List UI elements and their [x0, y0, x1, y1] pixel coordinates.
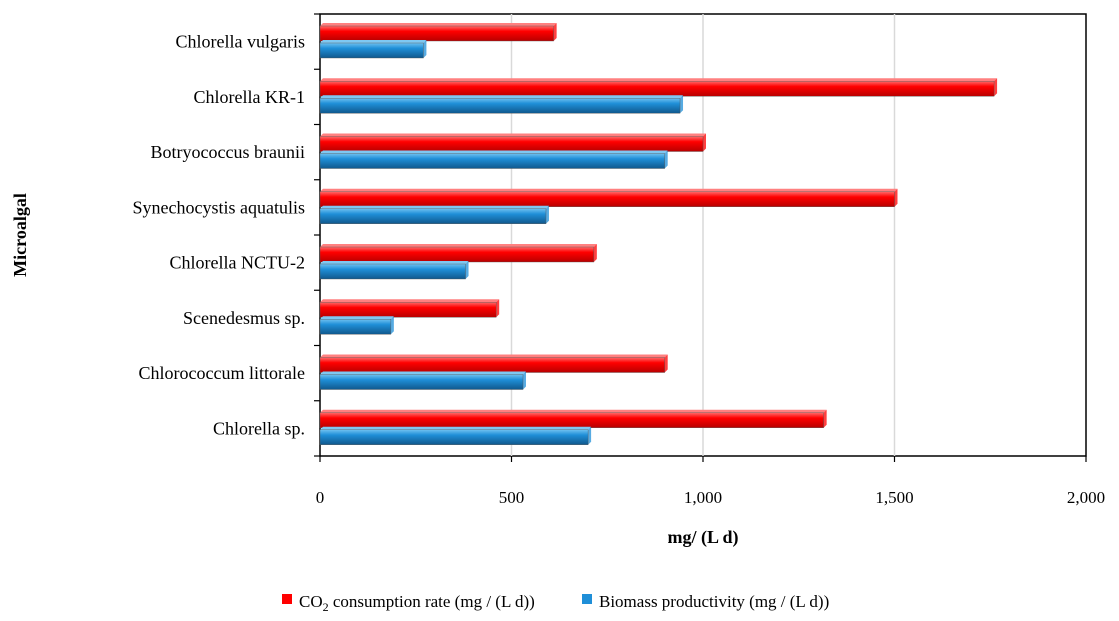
y-axis-title: Microalgal [10, 193, 30, 277]
bar-front [319, 357, 665, 373]
x-tick-label: 0 [316, 488, 325, 507]
y-tick-label: Chlorella NCTU-2 [170, 253, 305, 273]
bar [319, 23, 557, 42]
bar-side [496, 299, 500, 318]
bar [319, 188, 898, 207]
y-tick-label: Chlorococcum littorale [139, 363, 305, 383]
bar [319, 40, 427, 59]
x-tick-label: 2,000 [1067, 488, 1105, 507]
bar-top [320, 299, 500, 303]
bar-front [319, 208, 547, 224]
y-tick-label: Chlorella sp. [213, 418, 305, 438]
bar [319, 299, 500, 318]
bar-side [894, 188, 898, 207]
bar-front [319, 246, 595, 263]
legend-label: CO2 consumption rate (mg / (L d)) [299, 592, 535, 614]
bar [319, 354, 668, 373]
bar-front [319, 98, 681, 114]
bar-top [320, 188, 898, 192]
bar-side [522, 371, 526, 390]
bar [319, 205, 549, 224]
bar [319, 150, 668, 169]
legend-label: Biomass productivity (mg / (L d)) [599, 592, 829, 611]
y-tick-label: Chlorella vulgaris [176, 32, 305, 52]
bar-top [320, 40, 427, 43]
y-tick-label: Chlorella KR-1 [194, 87, 305, 107]
bar-side [823, 409, 827, 428]
x-tick-label: 1,000 [684, 488, 722, 507]
bar [319, 409, 827, 428]
bar-front [319, 429, 589, 445]
axes [314, 13, 1087, 462]
bar-front [319, 153, 665, 169]
bar-top [320, 150, 668, 154]
bar-side [703, 133, 706, 152]
bar [319, 426, 592, 445]
bar-top [320, 354, 668, 358]
bar-top [320, 78, 998, 82]
labels: 0 500 1,000 1,500 2,000 Chlorella vulgaris Chl… [133, 32, 1106, 507]
bar-top [320, 244, 597, 247]
legend-swatch [282, 594, 292, 604]
bar-front [319, 412, 824, 428]
bar-front [319, 81, 995, 97]
legend-swatch [582, 594, 592, 604]
bar-side [465, 261, 469, 279]
bar-top [320, 409, 827, 413]
y-tick-label: Synechocystis aquatulis [133, 197, 305, 217]
bar-front [319, 42, 424, 59]
bar-top [320, 316, 394, 320]
bars [319, 23, 998, 445]
bar-top [320, 133, 706, 137]
x-tick-label: 1,500 [875, 488, 913, 507]
bar-front [319, 374, 524, 390]
bar [319, 371, 526, 390]
bar-side [545, 205, 549, 224]
bar-side [994, 78, 998, 97]
bar-side [390, 316, 394, 335]
bar-side [680, 95, 684, 114]
bar-top [320, 95, 684, 99]
bar [319, 78, 998, 97]
bar-front [319, 191, 895, 207]
y-tick-label: Scenedesmus sp. [183, 308, 305, 328]
bar-top [320, 426, 592, 430]
bar [319, 244, 597, 263]
bar-front [319, 263, 466, 280]
bar [319, 316, 394, 335]
bar-top [320, 371, 526, 375]
bar-top [320, 23, 557, 26]
bar-front [319, 302, 497, 318]
bar-top [320, 205, 549, 209]
bar-side [664, 150, 668, 169]
bar-front [319, 319, 392, 335]
legend: CO2 consumption rate (mg / (L d)) Biomass… [282, 592, 829, 614]
x-tick-label: 500 [499, 488, 525, 507]
bar-side [423, 40, 427, 58]
bar-side [553, 23, 557, 41]
legend-entry: Biomass productivity (mg / (L d)) [582, 592, 829, 611]
bar [319, 133, 706, 152]
legend-entry: CO2 consumption rate (mg / (L d)) [282, 592, 535, 614]
bar-top [320, 261, 469, 264]
bar-front [319, 136, 704, 152]
bar-front [319, 25, 554, 42]
bar [319, 261, 469, 280]
bar-side [593, 244, 597, 262]
bar [319, 95, 684, 114]
bar-side [664, 354, 668, 373]
x-axis-title: mg/ (L d) [667, 527, 738, 548]
y-tick-label: Botryococcus braunii [151, 142, 305, 162]
bar-side [588, 426, 592, 445]
